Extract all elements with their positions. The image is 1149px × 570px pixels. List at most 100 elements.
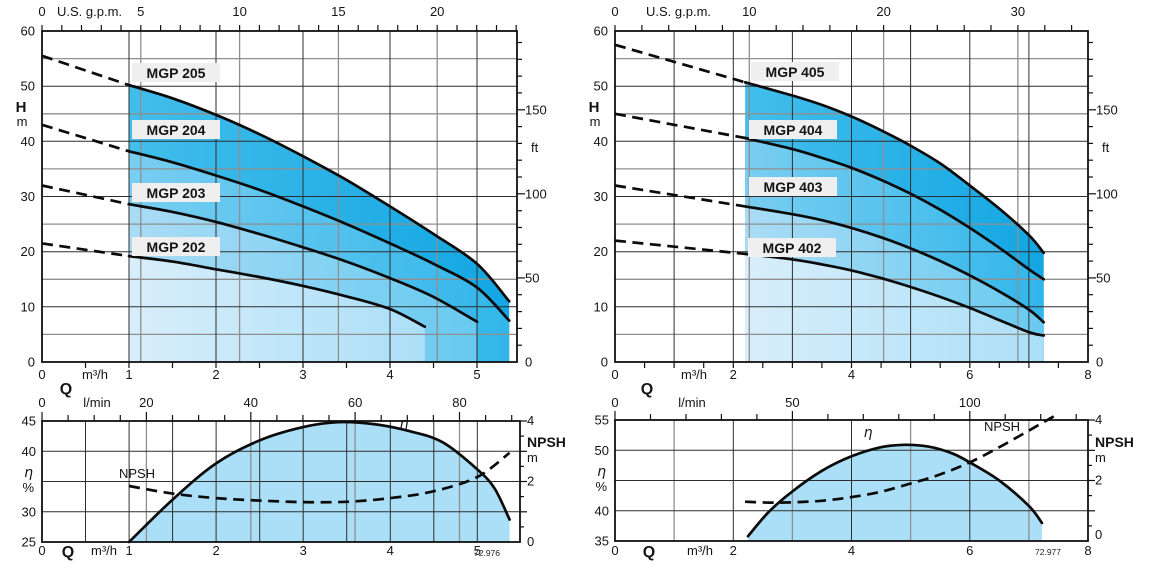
gpm-tick-label: 15 <box>331 4 345 19</box>
head-tick-label: 40 <box>594 134 608 149</box>
curve-dashed-MGP-404 <box>614 112 746 140</box>
m3h-axis-unit: m³/h <box>687 543 713 558</box>
eta-area-fill <box>748 444 1042 541</box>
curve-label-box <box>749 177 837 196</box>
curve-label-box <box>132 183 220 202</box>
m3h-zero-label: 0 <box>611 367 618 382</box>
head-tick-label: 60 <box>594 24 608 39</box>
curve-label-box <box>132 237 220 256</box>
npsh-tick-label: 4 <box>1095 412 1102 427</box>
head-tick-label: 30 <box>21 189 35 204</box>
eta-tick-label: 50 <box>595 443 609 458</box>
eta-curve <box>127 420 511 544</box>
curve-MGP-405 <box>743 80 1046 255</box>
curve-label: MGP 204 <box>147 122 206 138</box>
head-tick-label: 10 <box>21 299 35 314</box>
npsh-axis-title: NPSH <box>527 434 566 450</box>
head-tick-label: 50 <box>594 79 608 94</box>
head-axis-symbol: H <box>16 99 27 116</box>
npsh-curve <box>128 451 511 504</box>
npsh-curve-label: NPSH <box>984 419 1020 434</box>
ft-tick-label: 150 <box>1096 102 1118 117</box>
head-axis-unit: m <box>590 114 601 129</box>
m3h-tick-label: 2 <box>730 543 737 558</box>
m3h-tick-label: 3 <box>299 367 306 382</box>
eta-tick-label: 40 <box>595 503 609 518</box>
m3h-tick-label: 1 <box>125 543 132 558</box>
curve-dashed-MGP-203 <box>41 184 130 206</box>
eta-tick-label: 55 <box>595 413 609 428</box>
head-tick-label: 0 <box>601 355 608 370</box>
npsh-tick-label: 0 <box>527 534 534 549</box>
head-tick-label: 20 <box>21 244 35 259</box>
lmin-axis-unit: l/min <box>678 395 705 410</box>
curve-dashed-MGP-205 <box>41 54 130 87</box>
eta-tick-label: 45 <box>22 414 36 429</box>
curve-MGP-402 <box>743 252 1046 337</box>
head-tick-label: 20 <box>594 244 608 259</box>
eta-curve <box>746 443 1044 538</box>
eta-tick-label: 40 <box>22 444 36 459</box>
curve-label: MGP 202 <box>147 239 206 255</box>
m3h-tick-label: 2 <box>212 367 219 382</box>
ft-tick-label: 150 <box>525 102 547 117</box>
m3h-axis-unit: m³/h <box>91 543 117 558</box>
gpm-tick-label: 30 <box>1011 4 1025 19</box>
lmin-tick-label: 100 <box>959 395 981 410</box>
eta-axis-unit: % <box>595 479 607 494</box>
ft-tick-label: 100 <box>525 186 547 201</box>
m3h-tick-label: 6 <box>966 543 973 558</box>
ft-tick-label: 0 <box>525 355 532 370</box>
npsh-axis-unit: m <box>527 450 538 465</box>
curve-label: MGP 405 <box>766 64 825 80</box>
ft-axis-unit: ft <box>531 140 539 155</box>
curve-MGP-404 <box>743 136 1046 281</box>
eta-area-fill <box>129 422 510 542</box>
curve-MGP-403 <box>743 205 1046 324</box>
ft-tick-label: 0 <box>1096 355 1103 370</box>
eta-axis-symbol: η <box>597 464 606 480</box>
head-tick-label: 60 <box>21 24 35 39</box>
m3h-tick-label: 2 <box>730 367 737 382</box>
m3h-tick-label: 5 <box>474 543 481 558</box>
lmin-tick-label: 40 <box>244 395 258 410</box>
lmin-tick-label: 20 <box>139 395 153 410</box>
curve-label: MGP 403 <box>764 179 823 195</box>
head-tick-label: 50 <box>21 79 35 94</box>
m3h-tick-label: 2 <box>213 543 220 558</box>
curve-MGP-204 <box>127 149 511 322</box>
lmin-tick-label: 60 <box>348 395 362 410</box>
m3h-tick-label: 4 <box>386 367 393 382</box>
curve-label: MGP 205 <box>147 65 206 81</box>
lmin-tick-label: 50 <box>785 395 799 410</box>
eta-curve-label: η <box>864 425 873 441</box>
head-tick-label: 10 <box>594 299 608 314</box>
m3h-tick-label: 6 <box>966 367 973 382</box>
curve-label: MGP 203 <box>147 185 206 201</box>
gpm-tick-label: 10 <box>742 4 756 19</box>
eta-tick-label: 30 <box>22 504 36 519</box>
flow-symbol: Q <box>60 381 72 398</box>
m3h-tick-label: 4 <box>848 367 855 382</box>
npsh-tick-label: 4 <box>527 413 534 428</box>
head-tick-label: 30 <box>594 189 608 204</box>
ft-tick-label: 50 <box>1096 270 1110 285</box>
lmin-zero-label: 0 <box>611 395 618 410</box>
flow-symbol: Q <box>641 381 653 398</box>
m3h-tick-label: 8 <box>1084 543 1091 558</box>
m3h-tick-label: 4 <box>387 543 394 558</box>
m3h-tick-label: 0 <box>611 543 618 558</box>
area-fill-MGP-202 <box>129 256 425 362</box>
curve-MGP-203 <box>127 202 479 324</box>
gpm-axis-title: U.S. g.p.m. <box>646 4 711 19</box>
head-axis-symbol: H <box>589 99 600 116</box>
gpm-tick-label: 20 <box>430 4 444 19</box>
npsh-axis-title: NPSH <box>1095 434 1134 450</box>
npsh-tick-label: 0 <box>1095 527 1102 542</box>
m3h-tick-label: 1 <box>125 367 132 382</box>
